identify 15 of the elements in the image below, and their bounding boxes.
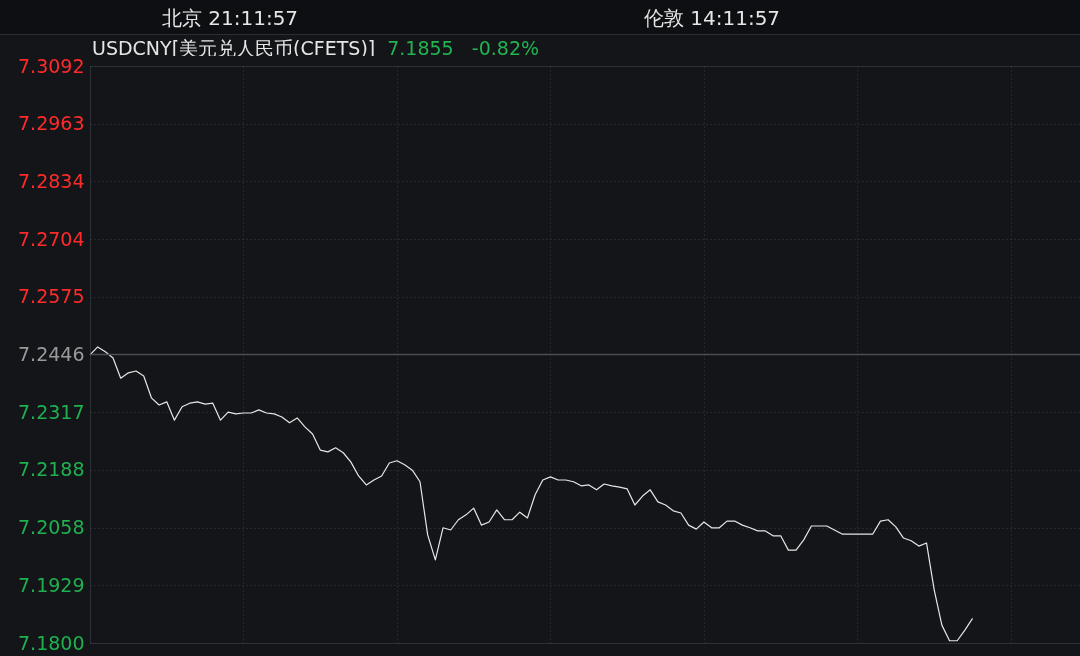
y-tick-label: 7.2704 (18, 227, 85, 250)
text: 北京 21:11:57 (161, 5, 299, 32)
y-tick-label: 7.2317 (18, 400, 85, 423)
line-series (89, 346, 974, 642)
y-tick-label: 7.2188 (18, 458, 85, 481)
y-tick-label: 7.1800 (18, 631, 85, 654)
chart-subtitle: 7.1855 -0.82% (387, 37, 540, 59)
y-tick-label: 7.1929 (18, 573, 85, 596)
y-tick-label: 7.2446 (18, 343, 85, 365)
y-tick-label: 7.2058 (18, 516, 85, 539)
text: 伦敦 14:11:57 (643, 5, 781, 32)
y-tick-label: 7.3092 (18, 54, 85, 77)
y-tick-label: 7.2834 (18, 169, 85, 192)
y-tick-label: 7.2963 (18, 112, 85, 135)
y-tick-label: 7.2575 (18, 285, 85, 308)
